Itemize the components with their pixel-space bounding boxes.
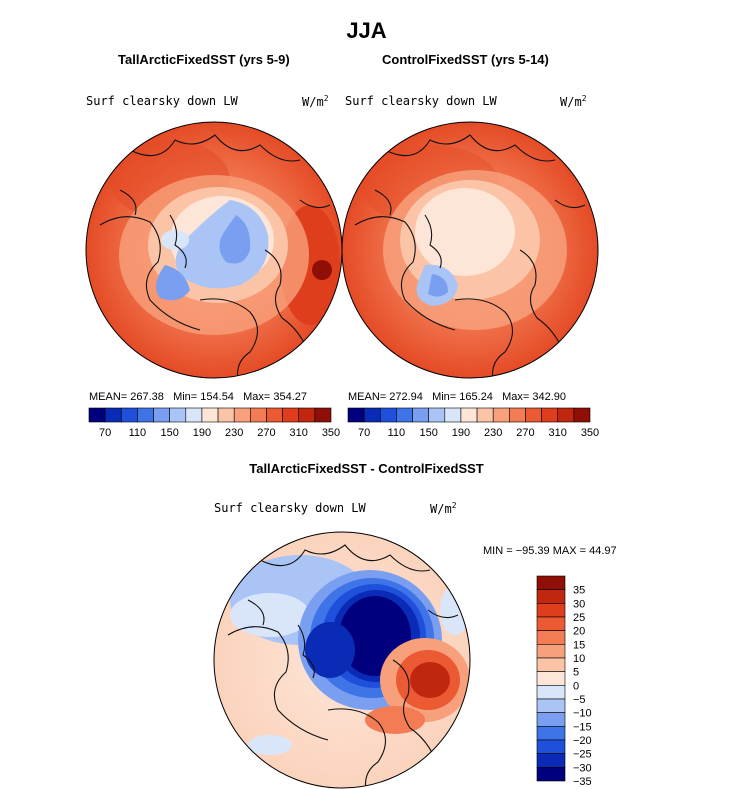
panel-1-map [85,121,343,379]
colorbar-tick-label: 270 [257,427,275,439]
colorbar-swatch [536,698,566,713]
colorbar-tick-label: 350 [581,427,599,439]
colorbar-swatch [557,407,575,423]
colorbar-tick-label: 190 [193,427,211,439]
colorbar-swatch [347,407,365,423]
colorbar-swatch [169,407,187,423]
colorbar-tick-label: −10 [573,708,592,720]
colorbar-swatch [536,753,566,768]
panel-1-units: W/m2 [302,94,329,109]
colorbar-swatch [509,407,526,423]
colorbar-swatch [460,407,478,423]
colorbar-swatch [266,407,283,423]
colorbar-tick-label: 350 [322,427,340,439]
colorbar-tick-label: 30 [573,598,585,610]
colorbar-swatch [536,575,566,590]
colorbar-swatch [428,407,446,423]
colorbar-tick-label: 150 [160,427,178,439]
panel-1-title: TallArcticFixedSST (yrs 5-9) [118,52,290,67]
colorbar-swatch [536,589,566,604]
colorbar-swatch [536,739,566,754]
colorbar-swatch [282,407,300,423]
panel-1-colorbar: 70 110 150 190 230 270 310 350 [88,407,340,439]
panel-2-map [341,121,599,379]
colorbar-swatch [104,407,122,423]
colorbar-swatch [314,407,332,423]
colorbar-swatch [536,671,566,686]
colorbar-tick-label: −35 [573,776,592,788]
panel-2-stats: MEAN= 272.94 Min= 165.24 Max= 342.90 [348,391,567,403]
colorbar-tick-label: 190 [452,427,470,439]
colorbar-swatch [217,407,235,423]
colorbar-swatch [298,407,316,423]
colorbar-swatch [525,407,542,423]
colorbar-tick-label: 70 [358,427,370,439]
diff-title: TallArcticFixedSST - ControlFixedSST [249,461,484,476]
colorbar-swatch [536,726,566,741]
colorbar-swatch [444,407,462,423]
colorbar-tick-label: 25 [573,612,585,624]
colorbar-tick-label: 310 [549,427,567,439]
colorbar-tick-label: −15 [573,721,592,733]
colorbar-tick-label: 230 [484,427,502,439]
diff-units: W/m2 [430,501,457,516]
colorbar-tick-label: −30 [573,762,592,774]
colorbar-tick-label: 70 [99,427,111,439]
colorbar-tick-label: 270 [516,427,534,439]
panel-2-colorbar: 70 110 150 190 230 270 310 350 [347,407,599,439]
colorbar-swatch [536,657,566,672]
colorbar-swatch [233,407,251,423]
colorbar-swatch [573,407,591,423]
colorbar-swatch [536,767,566,782]
colorbar-tick-label: 230 [225,427,243,439]
colorbar-tick-label: 110 [129,427,147,439]
colorbar-swatch [137,407,154,423]
colorbar-tick-label: 310 [290,427,308,439]
colorbar-swatch [536,603,566,618]
colorbar-swatch [536,685,566,700]
colorbar-swatch [363,407,381,423]
colorbar-swatch [185,407,203,423]
colorbar-swatch [379,407,397,423]
colorbar-swatch [536,712,566,727]
colorbar-tick-label: 5 [573,667,579,679]
colorbar-swatch [536,644,566,659]
panel-1-stats: MEAN= 267.38 Min= 154.54 Max= 354.27 [89,391,308,403]
colorbar-swatch [153,407,170,423]
colorbar-tick-label: 110 [388,427,406,439]
colorbar-swatch [201,407,219,423]
colorbar-tick-label: 10 [573,653,585,665]
colorbar-tick-label: −25 [573,749,592,761]
colorbar-swatch [412,407,429,423]
colorbar-tick-label: 150 [419,427,437,439]
panel-2-units: W/m2 [560,94,587,109]
colorbar-swatch [250,407,267,423]
colorbar-swatch [476,407,494,423]
colorbar-tick-label: −5 [573,694,586,706]
season-title: JJA [346,18,387,43]
colorbar-tick-label: −20 [573,735,592,747]
diff-minmax: MIN = −95.39 MAX = 44.97 [483,545,617,557]
colorbar-tick-label: 35 [573,585,585,597]
panel-1-variable: Surf clearsky down LW [86,94,238,108]
colorbar-swatch [120,407,138,423]
colorbar-tick-label: 0 [573,680,579,692]
panel-2-variable: Surf clearsky down LW [345,94,497,108]
colorbar-tick-label: 15 [573,639,585,651]
panel-2-title: ControlFixedSST (yrs 5-14) [382,52,549,67]
colorbar-swatch [396,407,413,423]
diff-map [213,531,471,789]
colorbar-swatch [541,407,559,423]
colorbar-tick-label: 20 [573,626,585,638]
diff-variable: Surf clearsky down LW [214,501,366,515]
colorbar-swatch [536,616,566,631]
colorbar-swatch [88,407,106,423]
colorbar-swatch [536,630,566,645]
colorbar-swatch [492,407,510,423]
